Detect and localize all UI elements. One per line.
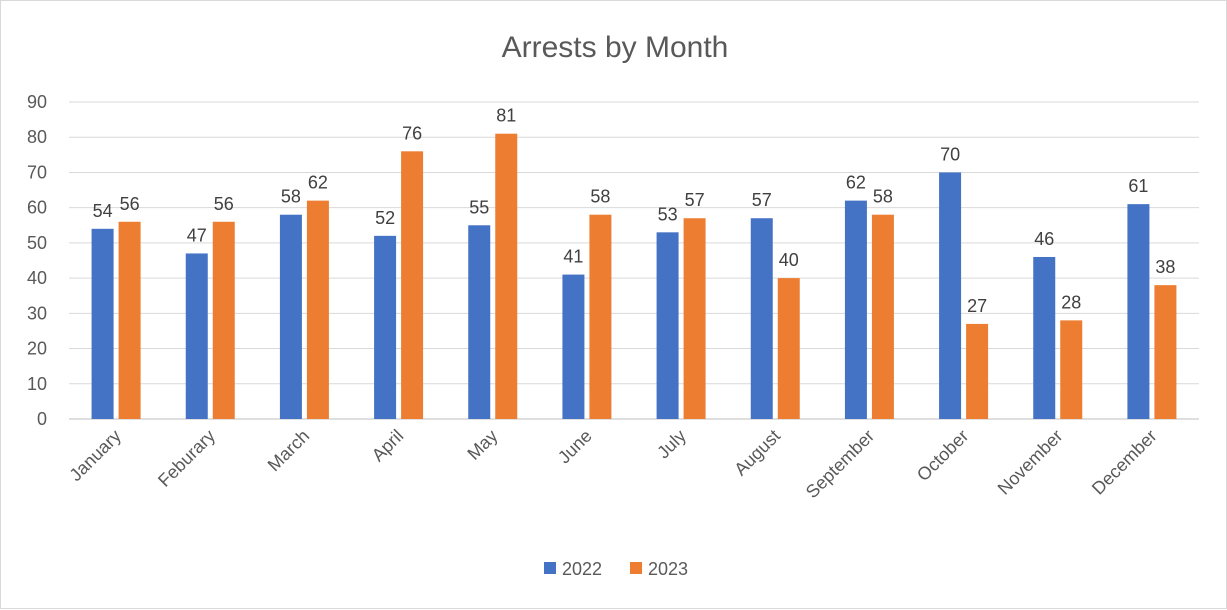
bar-2022-november <box>1033 256 1056 419</box>
bar-2022-july <box>656 232 679 419</box>
bar-2022-march <box>279 214 302 419</box>
data-label: 28 <box>1061 292 1081 312</box>
data-label: 70 <box>940 144 960 164</box>
y-tick-label: 20 <box>27 339 47 359</box>
data-label: 54 <box>93 201 113 221</box>
bar-2023-june <box>589 214 612 419</box>
bar-2023-feburary <box>212 221 235 419</box>
x-axis-ticks: January Feburary March April May June July Augu… <box>65 426 1160 502</box>
legend-label: 2022 <box>562 559 602 579</box>
bar-2022-august <box>750 218 773 419</box>
data-label: 27 <box>967 296 987 316</box>
legend-swatch-2022 <box>544 562 556 574</box>
data-label: 41 <box>563 247 583 267</box>
data-label: 81 <box>496 106 516 126</box>
data-label: 61 <box>1128 176 1148 196</box>
x-tick-label: October <box>913 426 972 485</box>
data-label: 46 <box>1034 229 1054 249</box>
x-tick-label: June <box>554 426 596 468</box>
bar-2023-april <box>401 151 424 420</box>
legend-swatch-2023 <box>630 562 642 574</box>
bar-2022-may <box>468 225 491 419</box>
bar-2022-october <box>939 172 962 419</box>
data-label: 56 <box>120 194 140 214</box>
legend-label: 2023 <box>648 559 688 579</box>
legend: 2022 2023 <box>544 559 688 579</box>
bar-2022-feburary <box>185 253 208 419</box>
x-tick-label: Feburary <box>154 426 219 491</box>
x-tick-label: March <box>264 426 314 476</box>
data-label: 56 <box>214 194 234 214</box>
data-label: 76 <box>402 123 422 143</box>
bars <box>91 133 1177 420</box>
gridlines <box>69 101 1199 420</box>
x-tick-label: May <box>463 426 501 464</box>
data-label: 62 <box>308 173 328 193</box>
x-tick-label: December <box>1088 426 1161 499</box>
data-label: 52 <box>375 208 395 228</box>
bar-2023-january <box>118 221 141 419</box>
y-tick-label: 80 <box>27 127 47 147</box>
bar-2022-september <box>844 200 867 419</box>
x-tick-label: September <box>802 426 878 502</box>
y-tick-label: 50 <box>27 233 47 253</box>
data-label: 57 <box>752 190 772 210</box>
y-tick-label: 90 <box>27 92 47 112</box>
bar-2022-january <box>91 228 114 419</box>
data-label: 57 <box>685 190 705 210</box>
y-tick-label: 10 <box>27 374 47 394</box>
y-tick-label: 40 <box>27 268 47 288</box>
bar-2022-april <box>374 235 397 419</box>
data-label: 40 <box>779 250 799 270</box>
x-tick-label: April <box>368 426 408 466</box>
bar-2023-may <box>495 133 518 419</box>
data-label: 58 <box>873 187 893 207</box>
data-label: 55 <box>469 197 489 217</box>
data-label: 38 <box>1155 257 1175 277</box>
bar-2023-july <box>683 218 706 419</box>
bar-2023-november <box>1060 320 1083 419</box>
x-tick-label: January <box>65 426 124 485</box>
y-tick-label: 30 <box>27 303 47 323</box>
bar-2022-june <box>562 274 585 419</box>
y-tick-label: 70 <box>27 162 47 182</box>
y-axis-ticks: 0 10 20 30 40 50 60 70 80 90 <box>27 92 47 429</box>
bar-2022-december <box>1127 204 1150 419</box>
data-label: 58 <box>590 187 610 207</box>
x-tick-label: July <box>653 426 690 463</box>
data-label: 47 <box>187 225 207 245</box>
bar-2023-august <box>777 278 800 419</box>
x-tick-label: August <box>730 426 784 480</box>
data-label: 62 <box>846 173 866 193</box>
bar-2023-october <box>966 323 989 419</box>
bar-2023-september <box>871 214 894 419</box>
x-tick-label: November <box>994 426 1067 499</box>
chart-title: Arrests by Month <box>502 31 729 64</box>
bar-2023-march <box>306 200 329 419</box>
y-tick-label: 60 <box>27 198 47 218</box>
y-tick-label: 0 <box>37 409 47 429</box>
bar-2023-december <box>1154 285 1177 419</box>
data-label: 53 <box>658 204 678 224</box>
data-labels: 54 56 47 56 58 62 52 76 55 81 41 58 53 57 57 40 62 58 70 27… <box>93 106 1176 316</box>
data-label: 58 <box>281 187 301 207</box>
